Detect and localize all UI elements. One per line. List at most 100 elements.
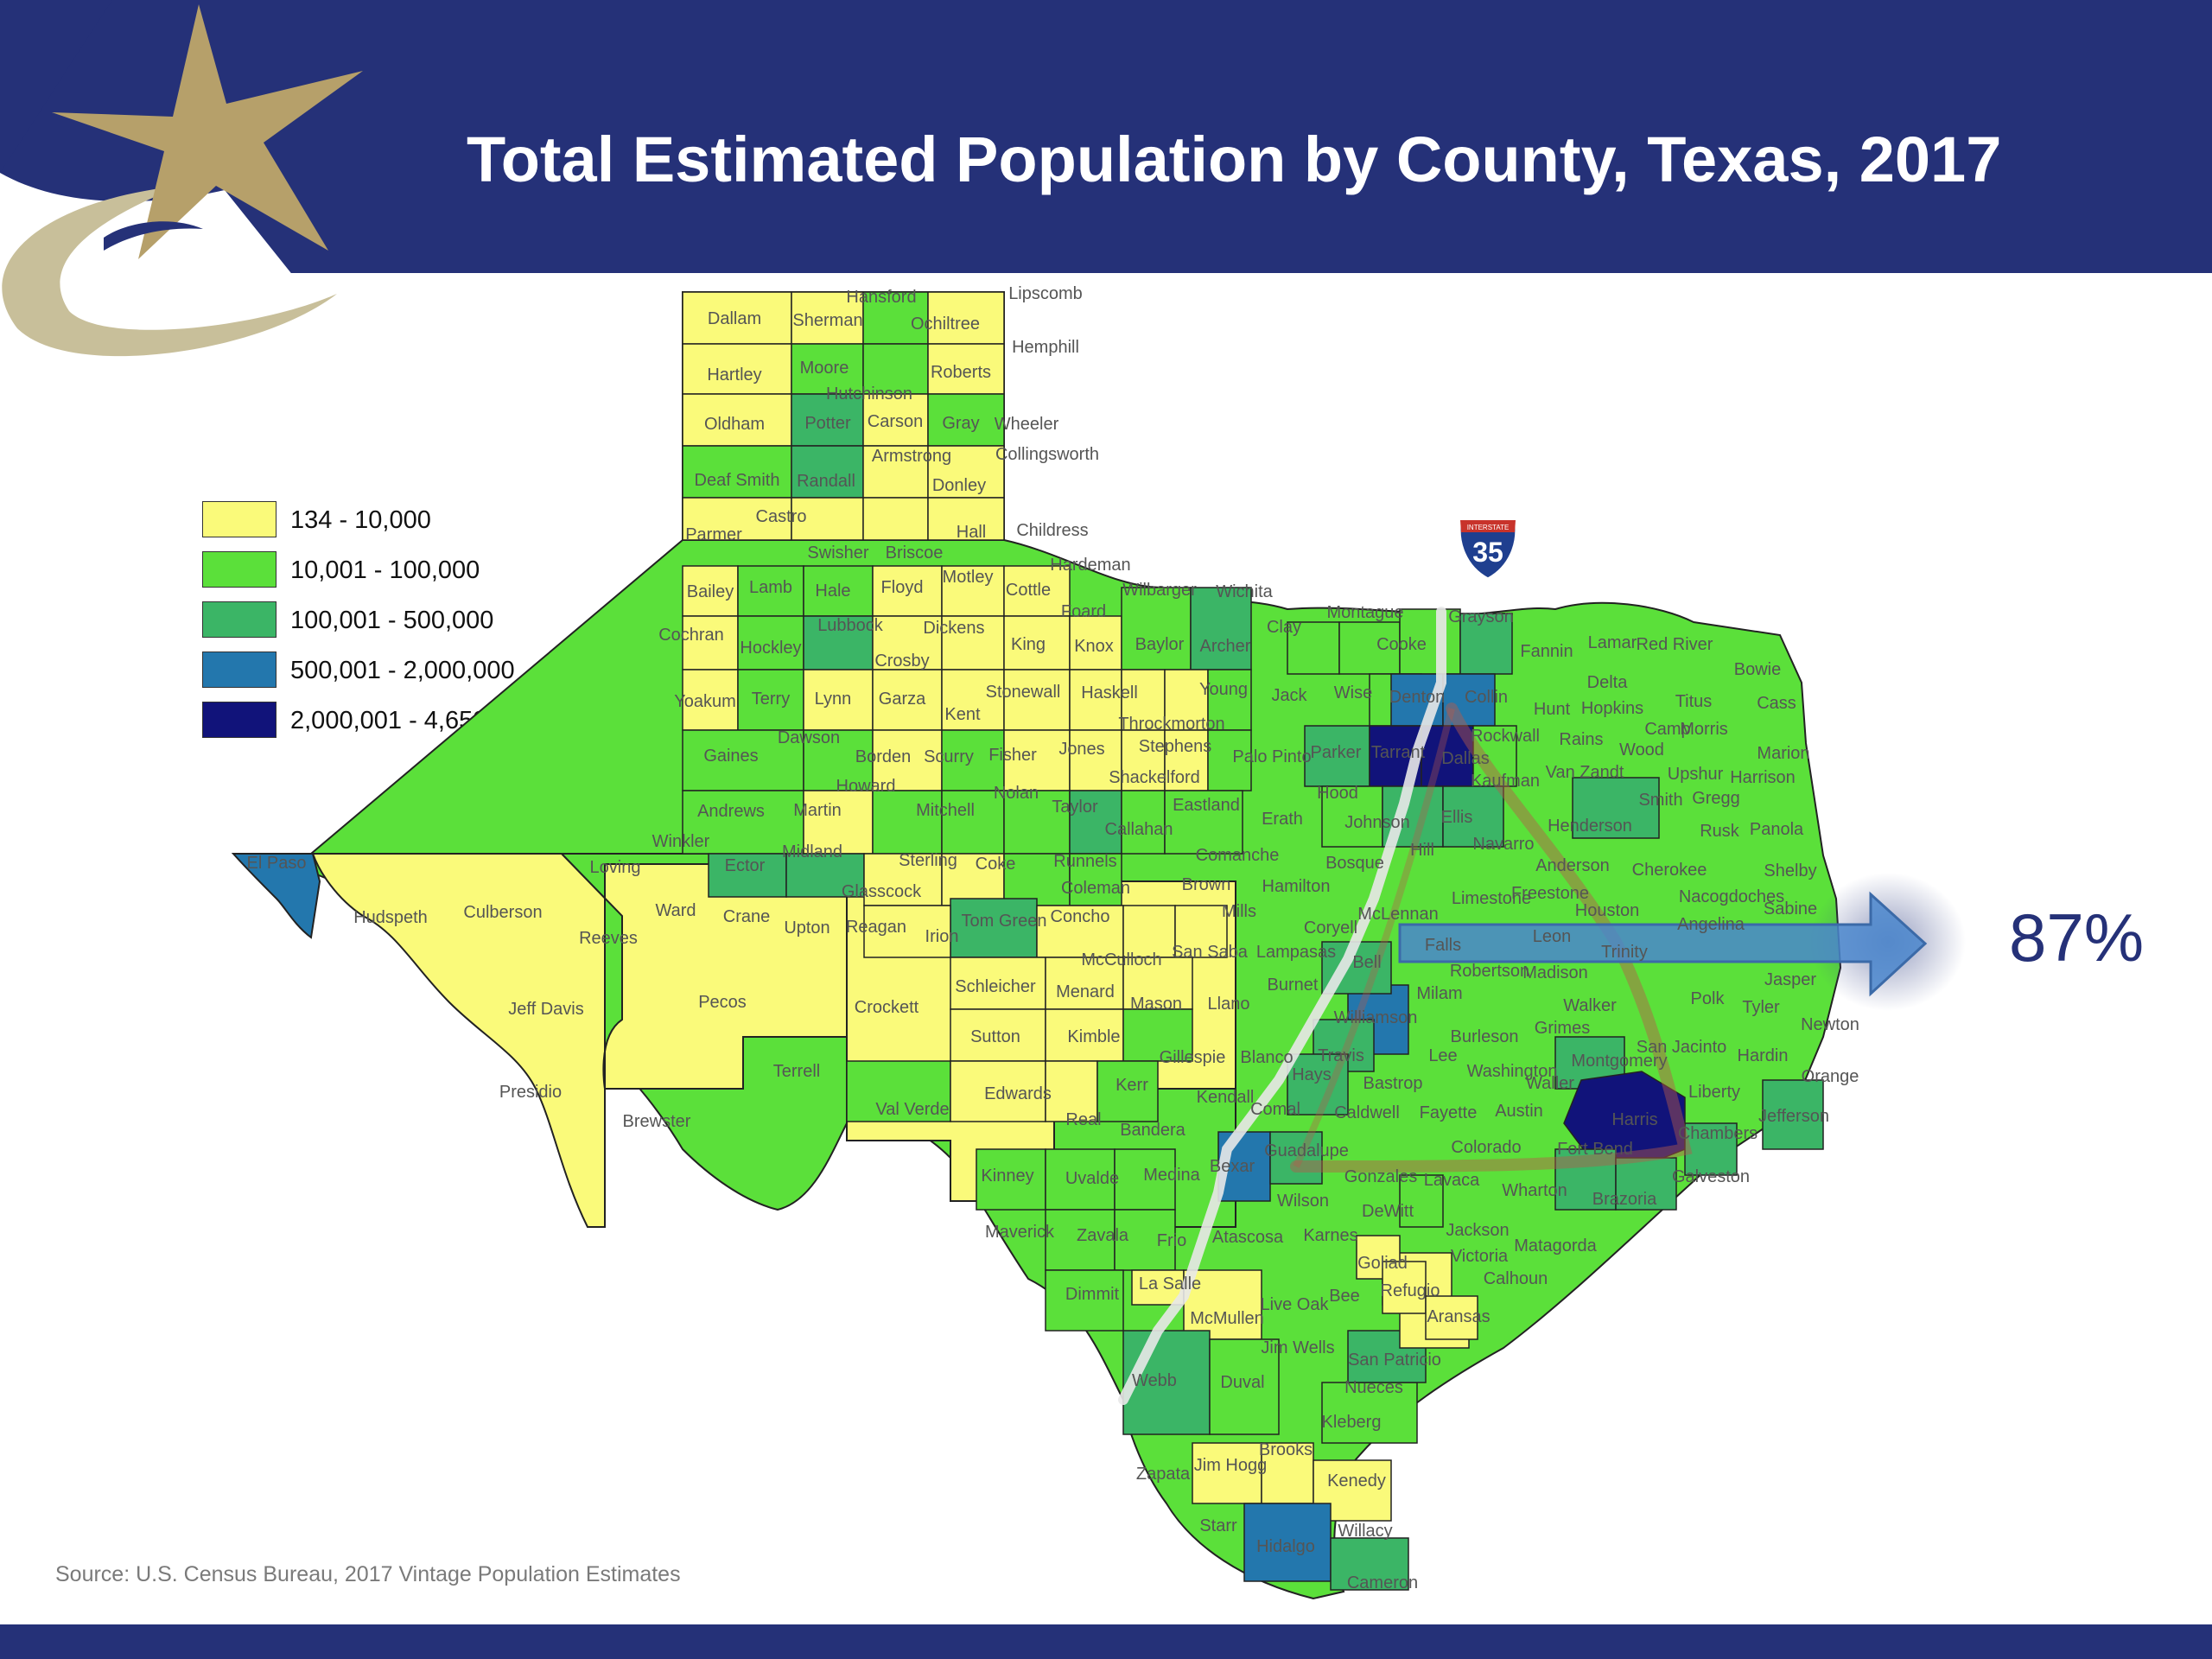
- county-label: Bexar: [1210, 1157, 1255, 1176]
- county-label: Armstrong: [872, 447, 951, 466]
- county-label: Angelina: [1677, 915, 1745, 934]
- county-shape: [708, 853, 787, 898]
- county-label: Stonewall: [986, 683, 1061, 702]
- county-label: Mason: [1130, 995, 1182, 1014]
- county-label: Donley: [932, 476, 986, 495]
- county-label: Galveston: [1672, 1167, 1750, 1186]
- county-label: Trinity: [1601, 943, 1648, 962]
- county-label: Caldwell: [1334, 1103, 1400, 1122]
- county-shape: [1114, 1148, 1176, 1211]
- county-shape: [1045, 957, 1124, 1010]
- east-texas-counties: [1217, 608, 1824, 1340]
- county-shape: [1338, 621, 1401, 675]
- county-label: Rockwall: [1471, 727, 1540, 746]
- county-label: Sherman: [792, 311, 862, 330]
- county-label: Jim Hogg: [1194, 1456, 1267, 1475]
- county-label: Throckmorton: [1118, 715, 1224, 734]
- county-label: Grayson: [1448, 607, 1514, 626]
- county-shape: [1684, 1122, 1738, 1176]
- county-shape: [682, 497, 792, 541]
- county-label: Upton: [784, 918, 830, 938]
- county-label: Live Oak: [1261, 1295, 1330, 1314]
- county-shape: [1330, 1537, 1409, 1591]
- header-banner: [0, 0, 2212, 273]
- county-label: Val Verde: [875, 1100, 949, 1119]
- county-label: Foard: [1061, 602, 1106, 621]
- county-shape: [927, 291, 1005, 345]
- county-label: Cherokee: [1632, 861, 1707, 880]
- county-shape: [785, 853, 865, 898]
- county-label: Wood: [1619, 741, 1664, 760]
- county-label: Brooks: [1259, 1440, 1313, 1459]
- county-label: Roberts: [931, 363, 991, 382]
- county-label: Panola: [1750, 820, 1804, 839]
- county-shape: [950, 898, 1038, 958]
- county-shape: [1164, 669, 1209, 731]
- county-label: Fannin: [1520, 642, 1573, 661]
- county-label: Crosby: [874, 652, 929, 671]
- county-label: Howard: [836, 777, 896, 796]
- county-label: Culberson: [463, 903, 542, 922]
- county-label: Dallas: [1441, 749, 1490, 768]
- county-label: Presidio: [499, 1083, 562, 1102]
- county-label: Lipscomb: [1008, 284, 1083, 303]
- county-label: Colorado: [1451, 1138, 1521, 1157]
- county-label: McLennan: [1357, 905, 1438, 924]
- county-label: Nolan: [994, 784, 1039, 803]
- county-label: Garza: [879, 690, 926, 709]
- county-label: Llano: [1208, 995, 1250, 1014]
- county-label: Montgomery: [1571, 1052, 1667, 1071]
- county-label: Hartley: [707, 365, 761, 385]
- county-label: Hopkins: [1581, 699, 1643, 718]
- county-label: Upshur: [1668, 765, 1724, 784]
- county-label: Schleicher: [955, 977, 1036, 996]
- county-label: Hidalgo: [1256, 1537, 1315, 1556]
- county-label: Tarrant: [1371, 743, 1426, 762]
- county-label: Irion: [925, 927, 959, 946]
- county-label: Andrews: [697, 802, 765, 821]
- county-label: Haskell: [1081, 683, 1138, 702]
- county-label: Deaf Smith: [695, 471, 780, 490]
- county-label: Lamar: [1588, 633, 1637, 652]
- county-label: Yoakum: [674, 692, 736, 711]
- shield-number: 35: [1472, 537, 1503, 568]
- county-shape: [791, 445, 864, 499]
- county-shape: [1442, 785, 1504, 848]
- county-label: Bosque: [1325, 854, 1384, 873]
- county-label: Gray: [942, 414, 979, 433]
- county-label: Wilson: [1277, 1192, 1329, 1211]
- county-shape: [1045, 1269, 1124, 1332]
- legend-swatch: [202, 551, 276, 588]
- county-shape: [1261, 1442, 1314, 1504]
- county-label: Pecos: [698, 993, 747, 1012]
- county-label: Liberty: [1688, 1083, 1740, 1102]
- county-label: Uvalde: [1065, 1169, 1119, 1188]
- county-label: McCulloch: [1081, 950, 1161, 969]
- county-shape: [1122, 957, 1193, 1010]
- county-shape: [1425, 1295, 1478, 1340]
- county-label: Hardin: [1738, 1046, 1789, 1065]
- legend-label: 500,001 - 2,000,000: [290, 657, 515, 684]
- county-shape: [1069, 615, 1122, 671]
- county-label: Jeff Davis: [508, 1000, 583, 1019]
- county-shape: [1183, 1269, 1262, 1340]
- county-label: Hood: [1317, 784, 1358, 803]
- county-shape: [927, 393, 1005, 447]
- county-label: Shelby: [1764, 861, 1816, 880]
- county-label: Moore: [800, 359, 849, 378]
- county-label: Gillespie: [1160, 1048, 1226, 1067]
- county-label: Houston: [1575, 901, 1640, 920]
- county-label: Lamb: [749, 578, 792, 597]
- county-label: Dickens: [923, 619, 984, 638]
- county-shape: [863, 853, 943, 906]
- county-shape: [1287, 621, 1340, 675]
- county-label: San Jacinto: [1637, 1038, 1727, 1057]
- county-label: Crockett: [855, 998, 919, 1017]
- county-shape: [941, 790, 1005, 855]
- source-note: Source: U.S. Census Bureau, 2017 Vintage…: [55, 1562, 681, 1586]
- far-west-region: [311, 853, 623, 1228]
- county-label: Dawson: [778, 728, 840, 747]
- county-shape: [1287, 1053, 1349, 1116]
- county-shape: [927, 343, 1005, 395]
- county-label: Ector: [725, 856, 766, 875]
